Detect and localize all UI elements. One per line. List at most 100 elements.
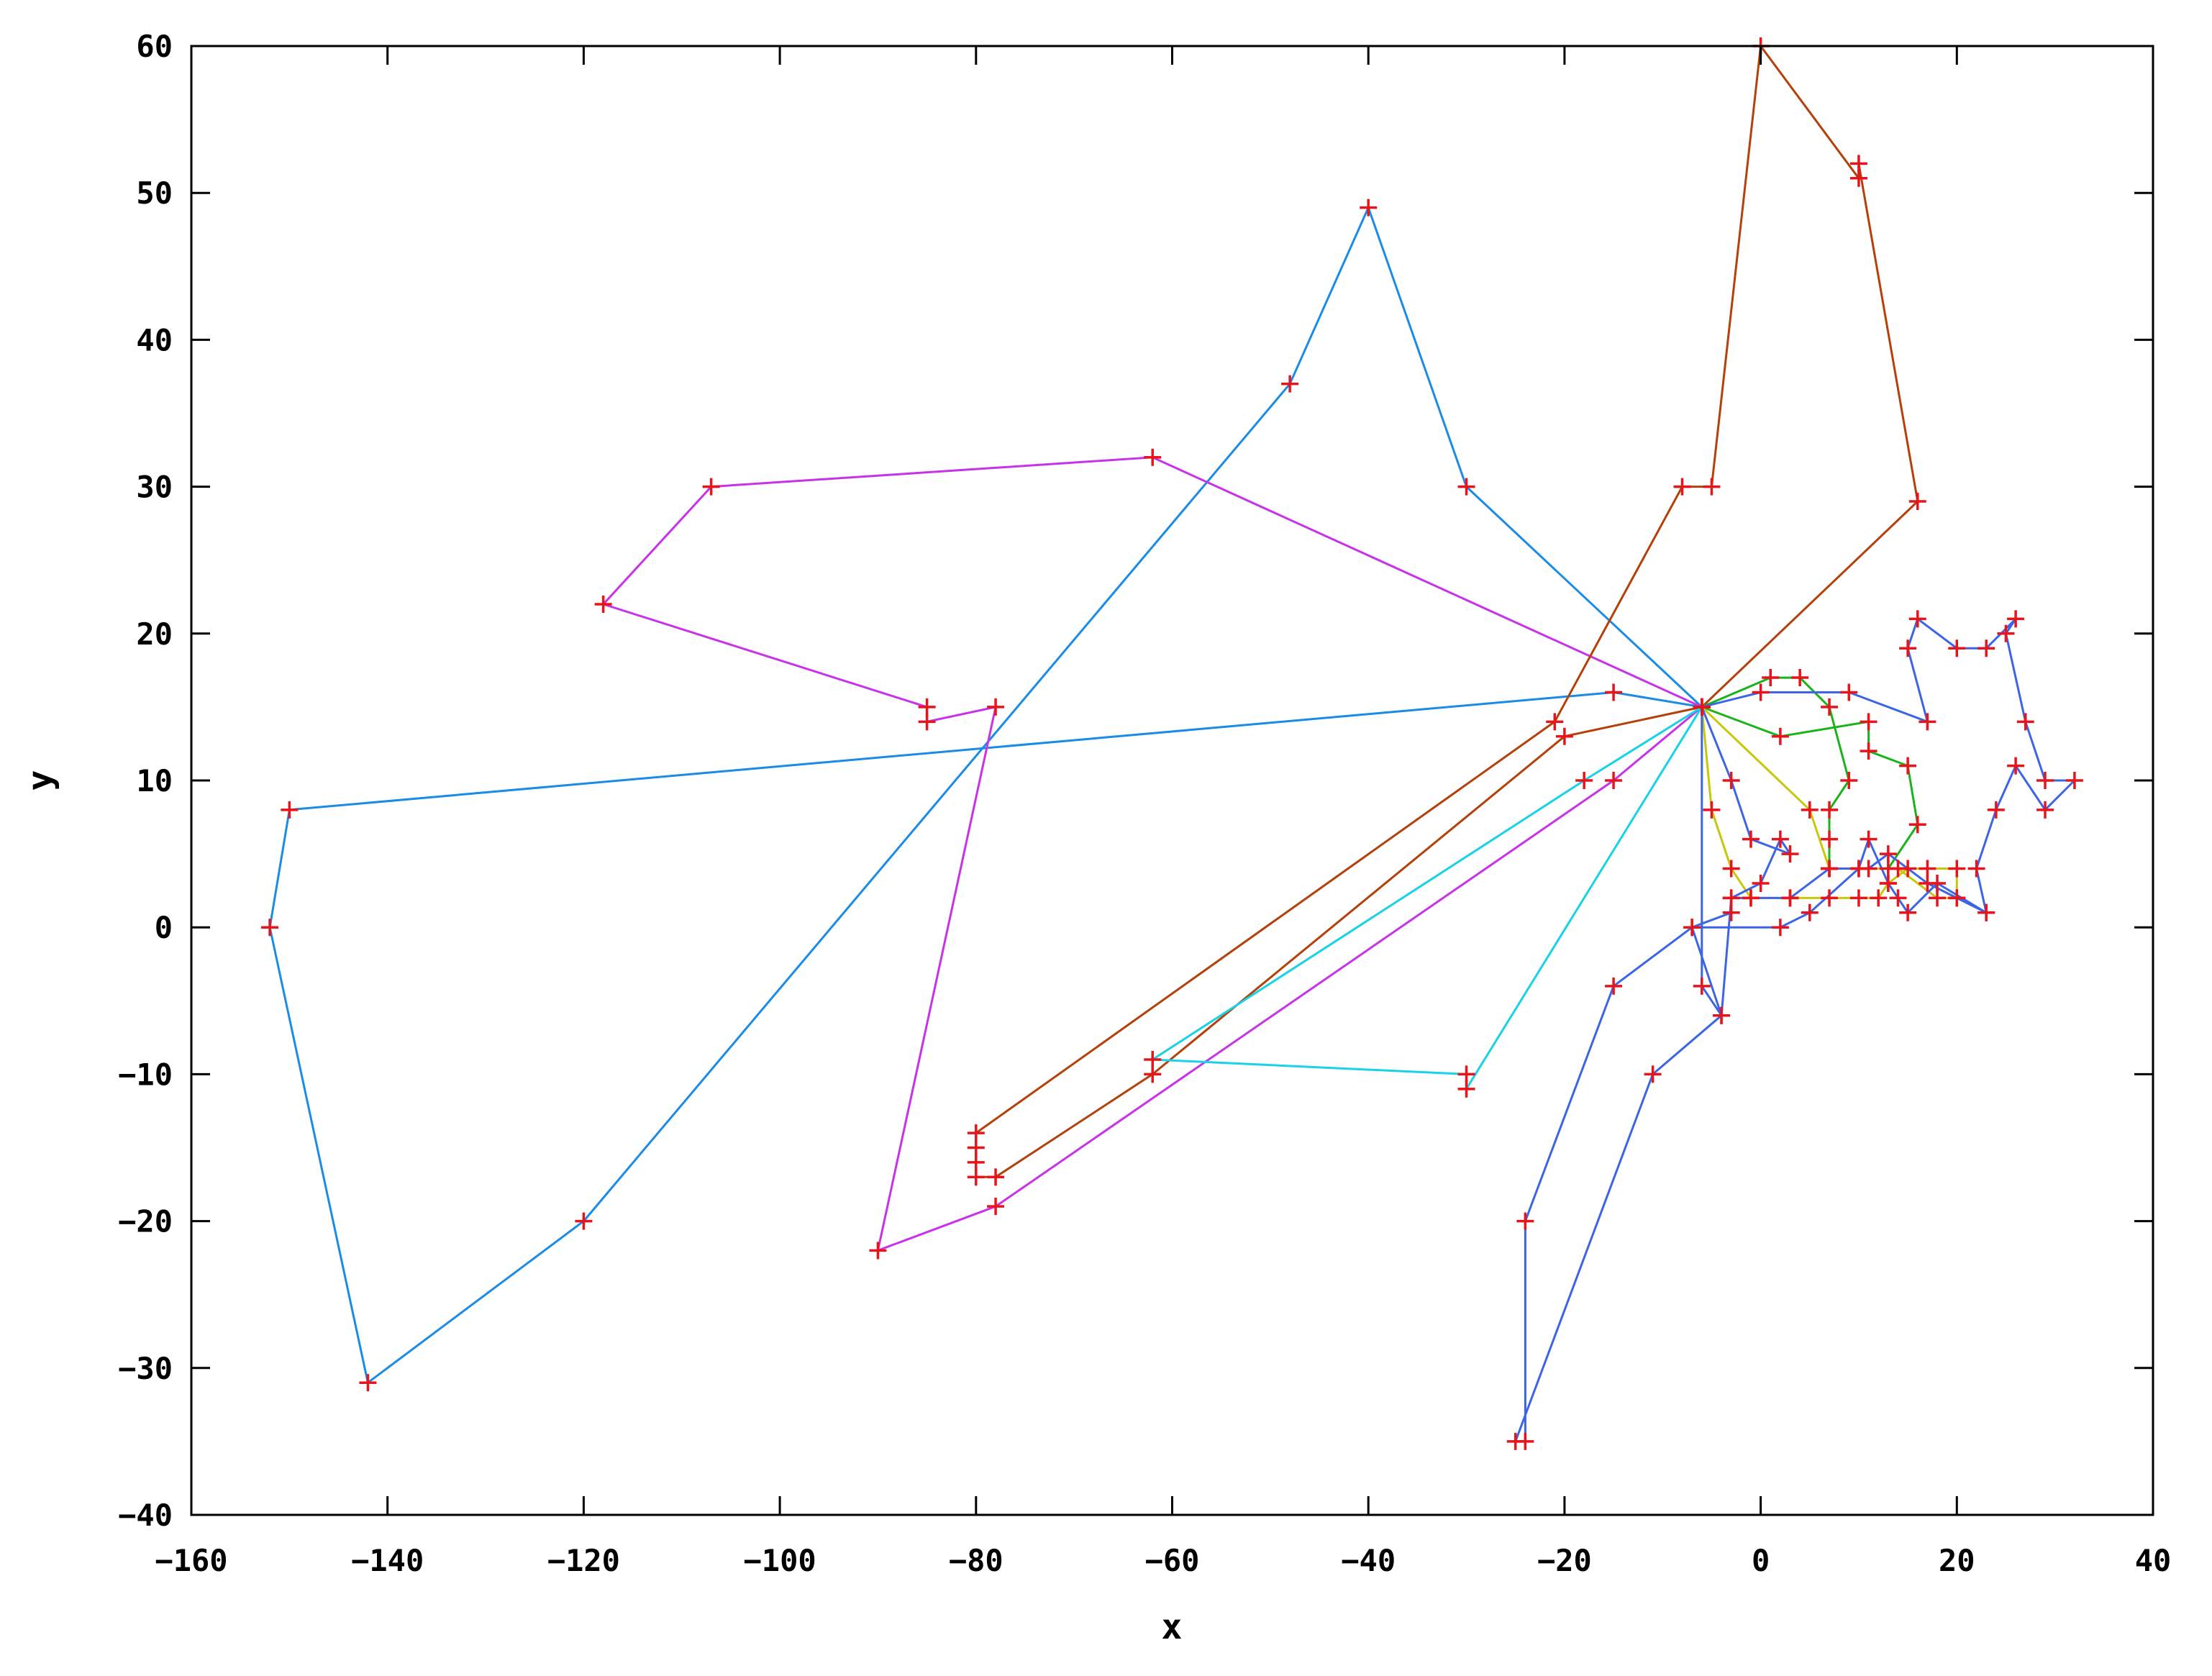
data-point-marker — [1840, 683, 1858, 701]
data-point-marker — [2036, 801, 2054, 819]
data-point-marker — [1977, 903, 1995, 921]
data-point-marker — [1644, 1065, 1662, 1083]
data-point-marker — [2065, 772, 2083, 789]
data-point-marker — [1860, 713, 1878, 731]
plot-frame — [190, 45, 2154, 1516]
data-point-marker — [1693, 698, 1711, 716]
data-point-marker — [1908, 610, 1926, 628]
data-point-marker — [918, 713, 936, 731]
series-line-1 — [268, 206, 1703, 1384]
data-point-marker — [1722, 889, 1740, 907]
data-point-marker — [1605, 977, 1623, 995]
y-tick-label: 0 — [155, 910, 173, 945]
data-point-marker — [1722, 860, 1740, 878]
data-point-marker — [1840, 772, 1858, 789]
data-point-marker — [594, 595, 612, 613]
data-point-marker — [1752, 874, 1770, 892]
data-point-marker — [987, 1198, 1005, 1216]
data-point-marker — [1948, 639, 1966, 657]
data-point-marker — [359, 1374, 377, 1392]
data-point-marker — [1144, 448, 1162, 466]
data-point-marker — [1457, 1080, 1475, 1098]
data-point-marker — [1967, 860, 1985, 878]
data-point-marker — [1771, 727, 1789, 745]
data-point-marker — [1742, 830, 1760, 848]
x-tick-label: 0 — [1752, 1543, 1770, 1578]
data-point-marker — [967, 1168, 985, 1186]
x-tick-label: −80 — [949, 1543, 1003, 1578]
data-point-marker — [1821, 889, 1839, 907]
data-point-marker — [1870, 889, 1888, 907]
data-point-marker — [1908, 493, 1926, 511]
data-point-marker — [1555, 727, 1573, 745]
data-point-marker — [1821, 801, 1839, 819]
x-tick-label: −120 — [547, 1543, 620, 1578]
data-point-marker — [1908, 816, 1926, 834]
y-tick-label: 30 — [136, 470, 173, 505]
data-point-marker — [1889, 889, 1907, 907]
tick-layer: −160 −140 −120 −100 −80 −60 −40 −20 0 20 40−40−30−… — [118, 29, 2171, 1578]
data-point-marker — [1987, 801, 2005, 819]
x-tick-label: −20 — [1537, 1543, 1592, 1578]
data-point-marker — [1144, 1065, 1162, 1083]
data-point-marker — [1713, 1006, 1731, 1024]
data-point-marker — [2007, 757, 2025, 775]
data-point-marker — [1575, 772, 1593, 789]
data-point-marker — [1821, 830, 1839, 848]
data-point-marker — [1546, 713, 1564, 731]
y-tick-label: 50 — [136, 176, 173, 211]
data-point-marker — [1948, 889, 1966, 907]
y-axis-label: y — [20, 770, 60, 791]
data-point-marker — [1742, 889, 1760, 907]
data-point-marker — [1281, 375, 1299, 393]
data-point-marker — [1801, 801, 1819, 819]
x-tick-label: −140 — [351, 1543, 424, 1578]
data-point-marker — [1673, 478, 1691, 496]
data-point-marker — [1752, 683, 1770, 701]
data-point-marker — [1929, 889, 1947, 907]
data-point-marker — [261, 919, 279, 937]
data-point-marker — [1821, 698, 1839, 716]
data-point-marker — [1849, 155, 1867, 173]
y-tick-label: −30 — [118, 1351, 173, 1386]
data-point-marker — [1899, 903, 1917, 921]
data-point-marker — [1899, 639, 1917, 657]
data-point-marker — [1703, 478, 1721, 496]
data-point-marker — [1605, 772, 1623, 789]
data-point-marker — [1457, 1065, 1475, 1083]
x-tick-label: −40 — [1341, 1543, 1396, 1578]
data-point-marker — [1889, 860, 1907, 878]
data-point-marker — [1919, 860, 1936, 878]
data-point-marker — [1860, 742, 1878, 760]
data-point-marker — [1722, 903, 1740, 921]
data-point-marker — [1360, 199, 1378, 217]
y-tick-label: 40 — [136, 322, 173, 357]
data-point-marker — [702, 478, 720, 496]
data-point-marker — [1781, 845, 1799, 863]
data-point-marker — [987, 1168, 1005, 1186]
data-point-marker — [2007, 610, 2025, 628]
data-point-marker — [1762, 669, 1780, 687]
data-point-marker — [1860, 860, 1878, 878]
data-point-marker — [1977, 639, 1995, 657]
x-tick-label: −100 — [744, 1543, 816, 1578]
data-point-marker — [1879, 874, 1897, 892]
y-tick-label: −20 — [118, 1204, 173, 1239]
data-point-marker — [869, 1242, 887, 1260]
data-point-marker — [1997, 624, 2015, 642]
x-tick-label: 20 — [1939, 1543, 1975, 1578]
x-tick-label: −160 — [155, 1543, 227, 1578]
data-point-marker — [1821, 860, 1839, 878]
y-tick-label: 20 — [136, 616, 173, 652]
data-point-marker — [1919, 874, 1936, 892]
data-point-marker — [1516, 1212, 1534, 1230]
data-point-marker — [987, 698, 1005, 716]
x-tick-label: −60 — [1145, 1543, 1200, 1578]
data-point-marker — [967, 1153, 985, 1171]
data-point-marker — [2016, 713, 2034, 731]
data-point-marker — [1948, 860, 1966, 878]
data-point-marker — [281, 801, 299, 819]
series-line-4 — [1151, 706, 1703, 1090]
